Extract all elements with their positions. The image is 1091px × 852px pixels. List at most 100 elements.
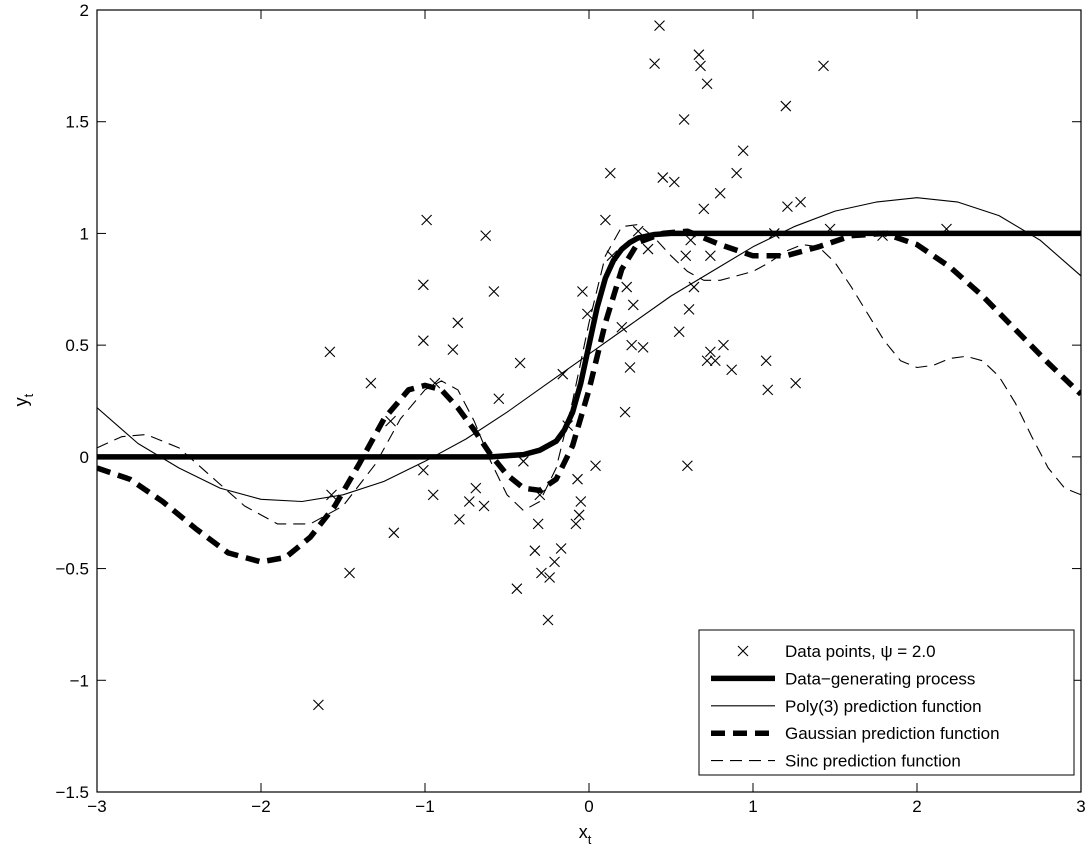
- y-axis-label: yt: [11, 393, 36, 406]
- x-tick-label: 1: [748, 797, 757, 816]
- data-point: [470, 482, 482, 494]
- series-line-1: [97, 197, 1081, 503]
- data-point: [782, 201, 793, 213]
- data-point: [877, 230, 888, 242]
- data-point: [606, 250, 618, 262]
- data-point: [573, 509, 585, 521]
- x-tick-label: 2: [912, 797, 921, 816]
- data-point: [604, 167, 616, 179]
- data-point: [570, 518, 582, 530]
- y-tick-label: 1: [80, 224, 89, 243]
- data-point: [780, 100, 792, 112]
- data-point: [688, 281, 700, 293]
- data-point: [762, 384, 774, 396]
- data-point: [680, 250, 692, 262]
- data-point: [344, 567, 355, 579]
- data-point: [683, 304, 695, 315]
- series-line-2: [97, 228, 1081, 565]
- data-point: [616, 321, 628, 333]
- data-point: [649, 58, 660, 70]
- data-point: [627, 299, 639, 311]
- y-tick-label: 1.5: [65, 113, 89, 132]
- data-point: [577, 286, 588, 297]
- data-point: [478, 500, 490, 512]
- tick-layer: −3 −2 −1 0 1 2 3 −1.5 −1 −0.5 0 0.5 1 1.5 2: [55, 1, 1085, 816]
- data-point: [480, 230, 492, 242]
- data-point: [768, 228, 780, 239]
- y-tick-label: 0.5: [65, 336, 89, 355]
- data-point: [726, 364, 738, 376]
- data-point: [488, 286, 500, 297]
- data-point: [678, 114, 690, 125]
- x-tick-label: −2: [251, 797, 270, 816]
- data-point: [714, 187, 726, 199]
- data-point: [941, 223, 952, 235]
- data-point: [452, 317, 464, 329]
- data-point: [562, 420, 574, 431]
- data-point: [427, 489, 439, 501]
- data-point: [818, 60, 829, 72]
- data-point: [760, 355, 772, 367]
- data-point: [626, 339, 638, 351]
- data-point: [572, 473, 583, 485]
- data-point: [698, 203, 710, 215]
- data-point: [421, 214, 433, 226]
- data-point: [326, 489, 337, 501]
- data-point: [790, 377, 802, 389]
- data-point: [654, 20, 665, 32]
- y-tick-label: 2: [80, 1, 89, 20]
- data-point: [709, 355, 721, 367]
- legend-box: [698, 629, 1075, 776]
- data-point: [693, 49, 705, 61]
- legend-label-2: Gaussian prediction function: [785, 724, 1000, 743]
- data-point: [632, 225, 644, 237]
- data-point: [514, 357, 526, 369]
- data-point: [824, 223, 836, 235]
- data-point: [417, 335, 429, 347]
- y-tick-label: −1: [70, 671, 89, 690]
- data-point: [575, 496, 587, 507]
- data-point: [621, 281, 633, 293]
- data-point: [695, 60, 706, 72]
- data-point: [544, 572, 556, 583]
- data-point: [600, 214, 611, 226]
- x-tick-label: −1: [415, 797, 434, 816]
- legend-label-1: Poly(3) prediction function: [785, 697, 982, 716]
- data-point: [557, 368, 569, 380]
- data-point: [447, 344, 459, 355]
- legend-marker-data-points: [737, 645, 749, 657]
- data-point: [388, 527, 400, 539]
- series-line-3: [97, 223, 1081, 525]
- data-point: [704, 250, 716, 262]
- data-point: [682, 460, 693, 472]
- data-point: [534, 489, 546, 501]
- data-point: [668, 176, 680, 188]
- data-point: [417, 464, 429, 476]
- data-point: [731, 167, 742, 179]
- legend-label-0: Data−generating process: [785, 669, 975, 688]
- data-point: [673, 326, 685, 338]
- y-tick-label: −1.5: [55, 783, 89, 802]
- data-point: [657, 172, 669, 183]
- data-point: [542, 614, 554, 626]
- scatter-layer: [313, 20, 952, 711]
- data-point: [532, 518, 544, 530]
- data-point: [701, 78, 713, 90]
- data-point: [718, 339, 729, 351]
- data-point: [454, 514, 465, 525]
- legend-label-data-points: Data points, ψ = 2.0: [785, 642, 936, 661]
- legend: Data points, ψ = 2.0 Data−generating proc…: [698, 629, 1075, 776]
- data-point: [624, 362, 636, 373]
- x-tick-label: 0: [584, 797, 593, 816]
- data-point: [555, 543, 567, 554]
- x-axis-label: xt: [579, 822, 592, 847]
- data-point: [463, 496, 475, 507]
- data-point: [518, 455, 529, 467]
- data-point: [590, 460, 601, 472]
- data-point: [313, 699, 324, 711]
- series-layer: [97, 197, 1081, 565]
- data-point: [529, 545, 541, 557]
- data-point: [581, 308, 593, 320]
- data-point: [417, 279, 429, 291]
